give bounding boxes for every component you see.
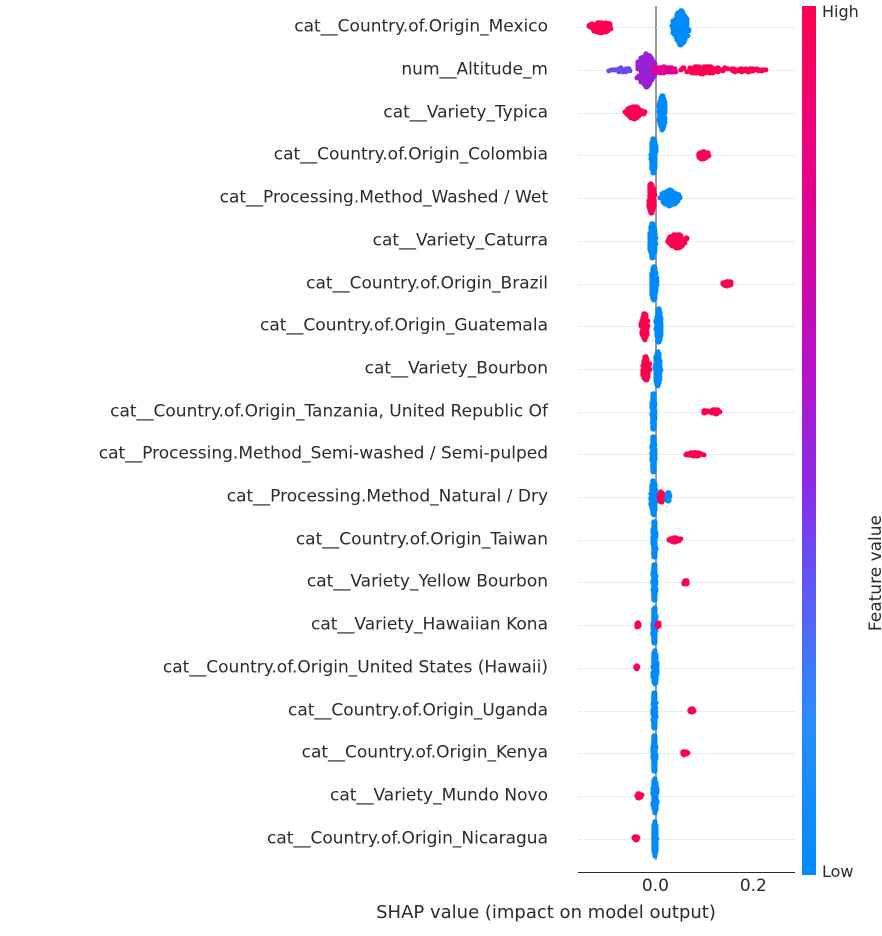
beeswarm-row (578, 4, 795, 50)
y-axis-tick-label: cat__Processing.Method_Semi-washed / Sem… (99, 446, 548, 463)
beeswarm-row (578, 47, 795, 93)
beeswarm-point (720, 68, 725, 73)
y-axis-tick-label: cat__Country.of.Origin_United States (Ha… (163, 659, 548, 676)
plot-area (578, 6, 795, 860)
y-axis-tick-label: cat__Country.of.Origin_Uganda (288, 702, 548, 719)
y-axis-tick-label: cat__Country.of.Origin_Nicaragua (267, 830, 548, 847)
y-axis-tick-label: cat__Country.of.Origin_Kenya (302, 745, 548, 762)
y-axis-tick-label: cat__Country.of.Origin_Mexico (294, 19, 548, 36)
y-axis-tick-label: cat__Variety_Bourbon (365, 360, 548, 377)
beeswarm-row (578, 90, 795, 136)
beeswarm-point (686, 28, 691, 33)
y-axis-tick-label: num__Altitude_m (401, 62, 548, 79)
y-axis-tick-label: cat__Variety_Yellow Bourbon (307, 574, 548, 591)
beeswarm-point (750, 68, 755, 73)
y-axis-labels: cat__Country.of.Origin_Mexico num__Altitu… (0, 0, 566, 936)
y-axis-tick-label: cat__Country.of.Origin_Taiwan (296, 531, 548, 548)
beeswarm-row (578, 346, 795, 392)
y-axis-tick-label: cat__Processing.Method_Washed / Wet (220, 190, 548, 207)
y-axis-tick-label: cat__Country.of.Origin_Brazil (306, 275, 548, 292)
beeswarm-row (578, 261, 795, 307)
shap-summary-plot: cat__Country.of.Origin_Mexico num__Altitu… (0, 0, 882, 936)
y-axis-tick-label: cat__Variety_Hawaiian Kona (311, 617, 548, 634)
beeswarm-row (578, 431, 795, 477)
beeswarm-row (578, 175, 795, 221)
y-axis-tick-label: cat__Country.of.Origin_Tanzania, United … (110, 403, 548, 420)
beeswarm-row (578, 303, 795, 349)
beeswarm-row (578, 474, 795, 520)
beeswarm-row (578, 218, 795, 264)
y-axis-tick-label: cat__Country.of.Origin_Guatemala (260, 318, 548, 335)
y-axis-tick-label: cat__Variety_Typica (383, 104, 548, 121)
y-axis-tick-label: cat__Variety_Mundo Novo (330, 787, 548, 804)
beeswarm-point (759, 68, 764, 73)
beeswarm-row (578, 389, 795, 435)
y-axis-tick-label: cat__Processing.Method_Natural / Dry (227, 489, 548, 506)
y-axis-tick-label: cat__Variety_Caturra (373, 232, 548, 249)
beeswarm-point (647, 367, 652, 372)
beeswarm-row (578, 132, 795, 178)
y-axis-tick-label: cat__Country.of.Origin_Colombia (274, 147, 548, 164)
